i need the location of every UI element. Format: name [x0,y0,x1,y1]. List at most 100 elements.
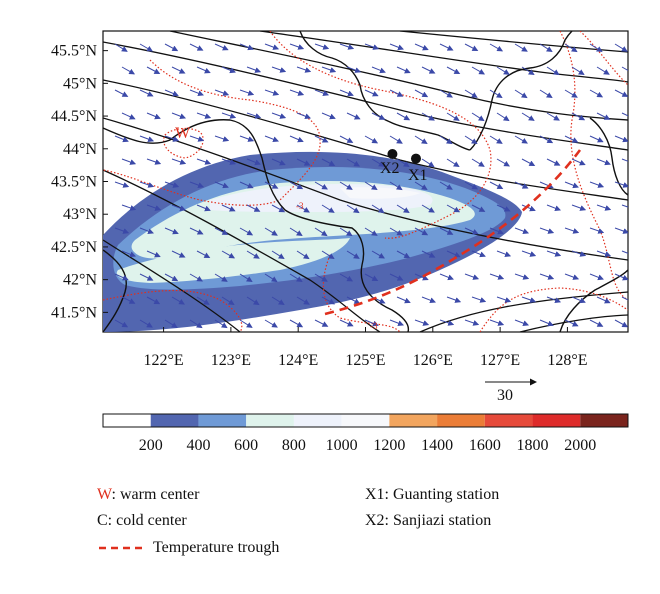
wind-arrow [564,135,579,143]
colorbar-label: 1200 [373,437,405,454]
contour-label-b: -3 [370,321,378,331]
wind-arrow [189,319,203,329]
wind-arrow [271,158,286,166]
stations [387,149,421,164]
wind-arrow [439,89,453,98]
wind-arrow [589,319,604,327]
wind-arrow [289,135,304,143]
wind-arrow [539,227,555,234]
wind-arrow [521,66,535,76]
colorbar-swatch [484,414,533,427]
wind-arrow [339,319,354,327]
wind-arrow [114,89,129,97]
wind-arrow [489,227,504,235]
wind-arrow [564,227,580,234]
wind-arrow [521,112,535,121]
wind-arrow [539,273,555,280]
wind-arrow [421,250,436,258]
wind-arrow [264,181,279,189]
wind-arrow [121,66,136,75]
wind-arrow [489,319,505,326]
wind-arrow [246,204,261,212]
wind-arrow [289,227,303,236]
wind-arrow [214,273,228,282]
wind-arrow [146,112,161,120]
wind-arrow [164,135,180,142]
wind-arrow [246,296,260,306]
wind-arrow [196,112,212,119]
wind-arrow [314,319,329,327]
wind-arrow [621,204,628,208]
wind-arrow [139,89,154,97]
wind-arrow [239,319,253,328]
lat-tick-label: 42°N [63,272,97,289]
wind-arrow [189,227,204,235]
wind-arrow [346,112,361,120]
wind-arrow [389,273,404,281]
wind-arrow [371,158,385,167]
wind-arrow [371,112,386,120]
wind-arrow [389,43,404,51]
wind-arrow [596,66,610,75]
wind-arrow [614,43,628,52]
wind-arrow [614,135,628,143]
wind-arrow [464,181,479,190]
wind-arrow [539,43,553,52]
wind-arrow [221,204,236,212]
colorbar-label: 1800 [517,437,549,454]
station-x2-label: X2 [380,160,400,177]
wind-arrow [546,66,560,76]
legend-cold-text: : cold center [107,512,187,529]
wind-arrow [296,296,310,305]
wind-arrow [264,273,278,283]
wind-arrow [246,250,260,259]
wind-arrow [296,250,310,260]
wind-arrow [489,181,504,189]
wind-arrow [496,250,512,257]
lon-tick-label: 126°E [413,352,453,369]
wind-arrow [289,319,304,328]
wind-arrow [271,204,286,213]
wind-arrow [546,296,562,303]
colorbar-swatch [150,414,199,427]
wind-arrow [439,135,453,145]
wind-arrow [621,112,628,117]
legend-cold-symbol: C [97,512,108,529]
wind-arrow [339,135,354,143]
wind-arrow [614,273,628,281]
wind-arrow [364,319,379,327]
wind-arrow [414,135,428,144]
wind-arrow [589,89,604,98]
wind-arrow [271,250,285,259]
wind-arrow [196,204,211,212]
lat-tick-label: 45.5°N [51,43,97,60]
wind-arrow [389,135,403,144]
lat-tick-label: 44°N [63,141,97,158]
wind-arrow [421,66,436,74]
wind-arrow [189,89,204,97]
lon-tick-label: 128°E [547,352,587,369]
wind-arrow [314,273,328,282]
wind-arrow [471,112,485,122]
wind-arrow [514,135,528,144]
wind-arrow [171,296,185,305]
wind-arrow [271,296,285,305]
wind-arrow [196,66,211,74]
wind-arrow [471,158,485,167]
wind-vectors [114,43,628,329]
wind-arrow [446,204,461,213]
colorbar-swatch [389,414,438,427]
wind-arrow [239,43,254,51]
wind-arrow [571,66,585,76]
lon-tick-label: 122°E [143,352,183,369]
wind-arrow [139,273,154,281]
wind-arrow [546,204,561,212]
wind-arrow [621,296,628,301]
wind-arrow [189,273,203,282]
wind-arrow [346,204,360,214]
wind-arrow [246,112,262,119]
wind-arrow [264,89,280,96]
station-x1-label: X1 [408,167,428,184]
lon-tick-label: 127°E [480,352,520,369]
